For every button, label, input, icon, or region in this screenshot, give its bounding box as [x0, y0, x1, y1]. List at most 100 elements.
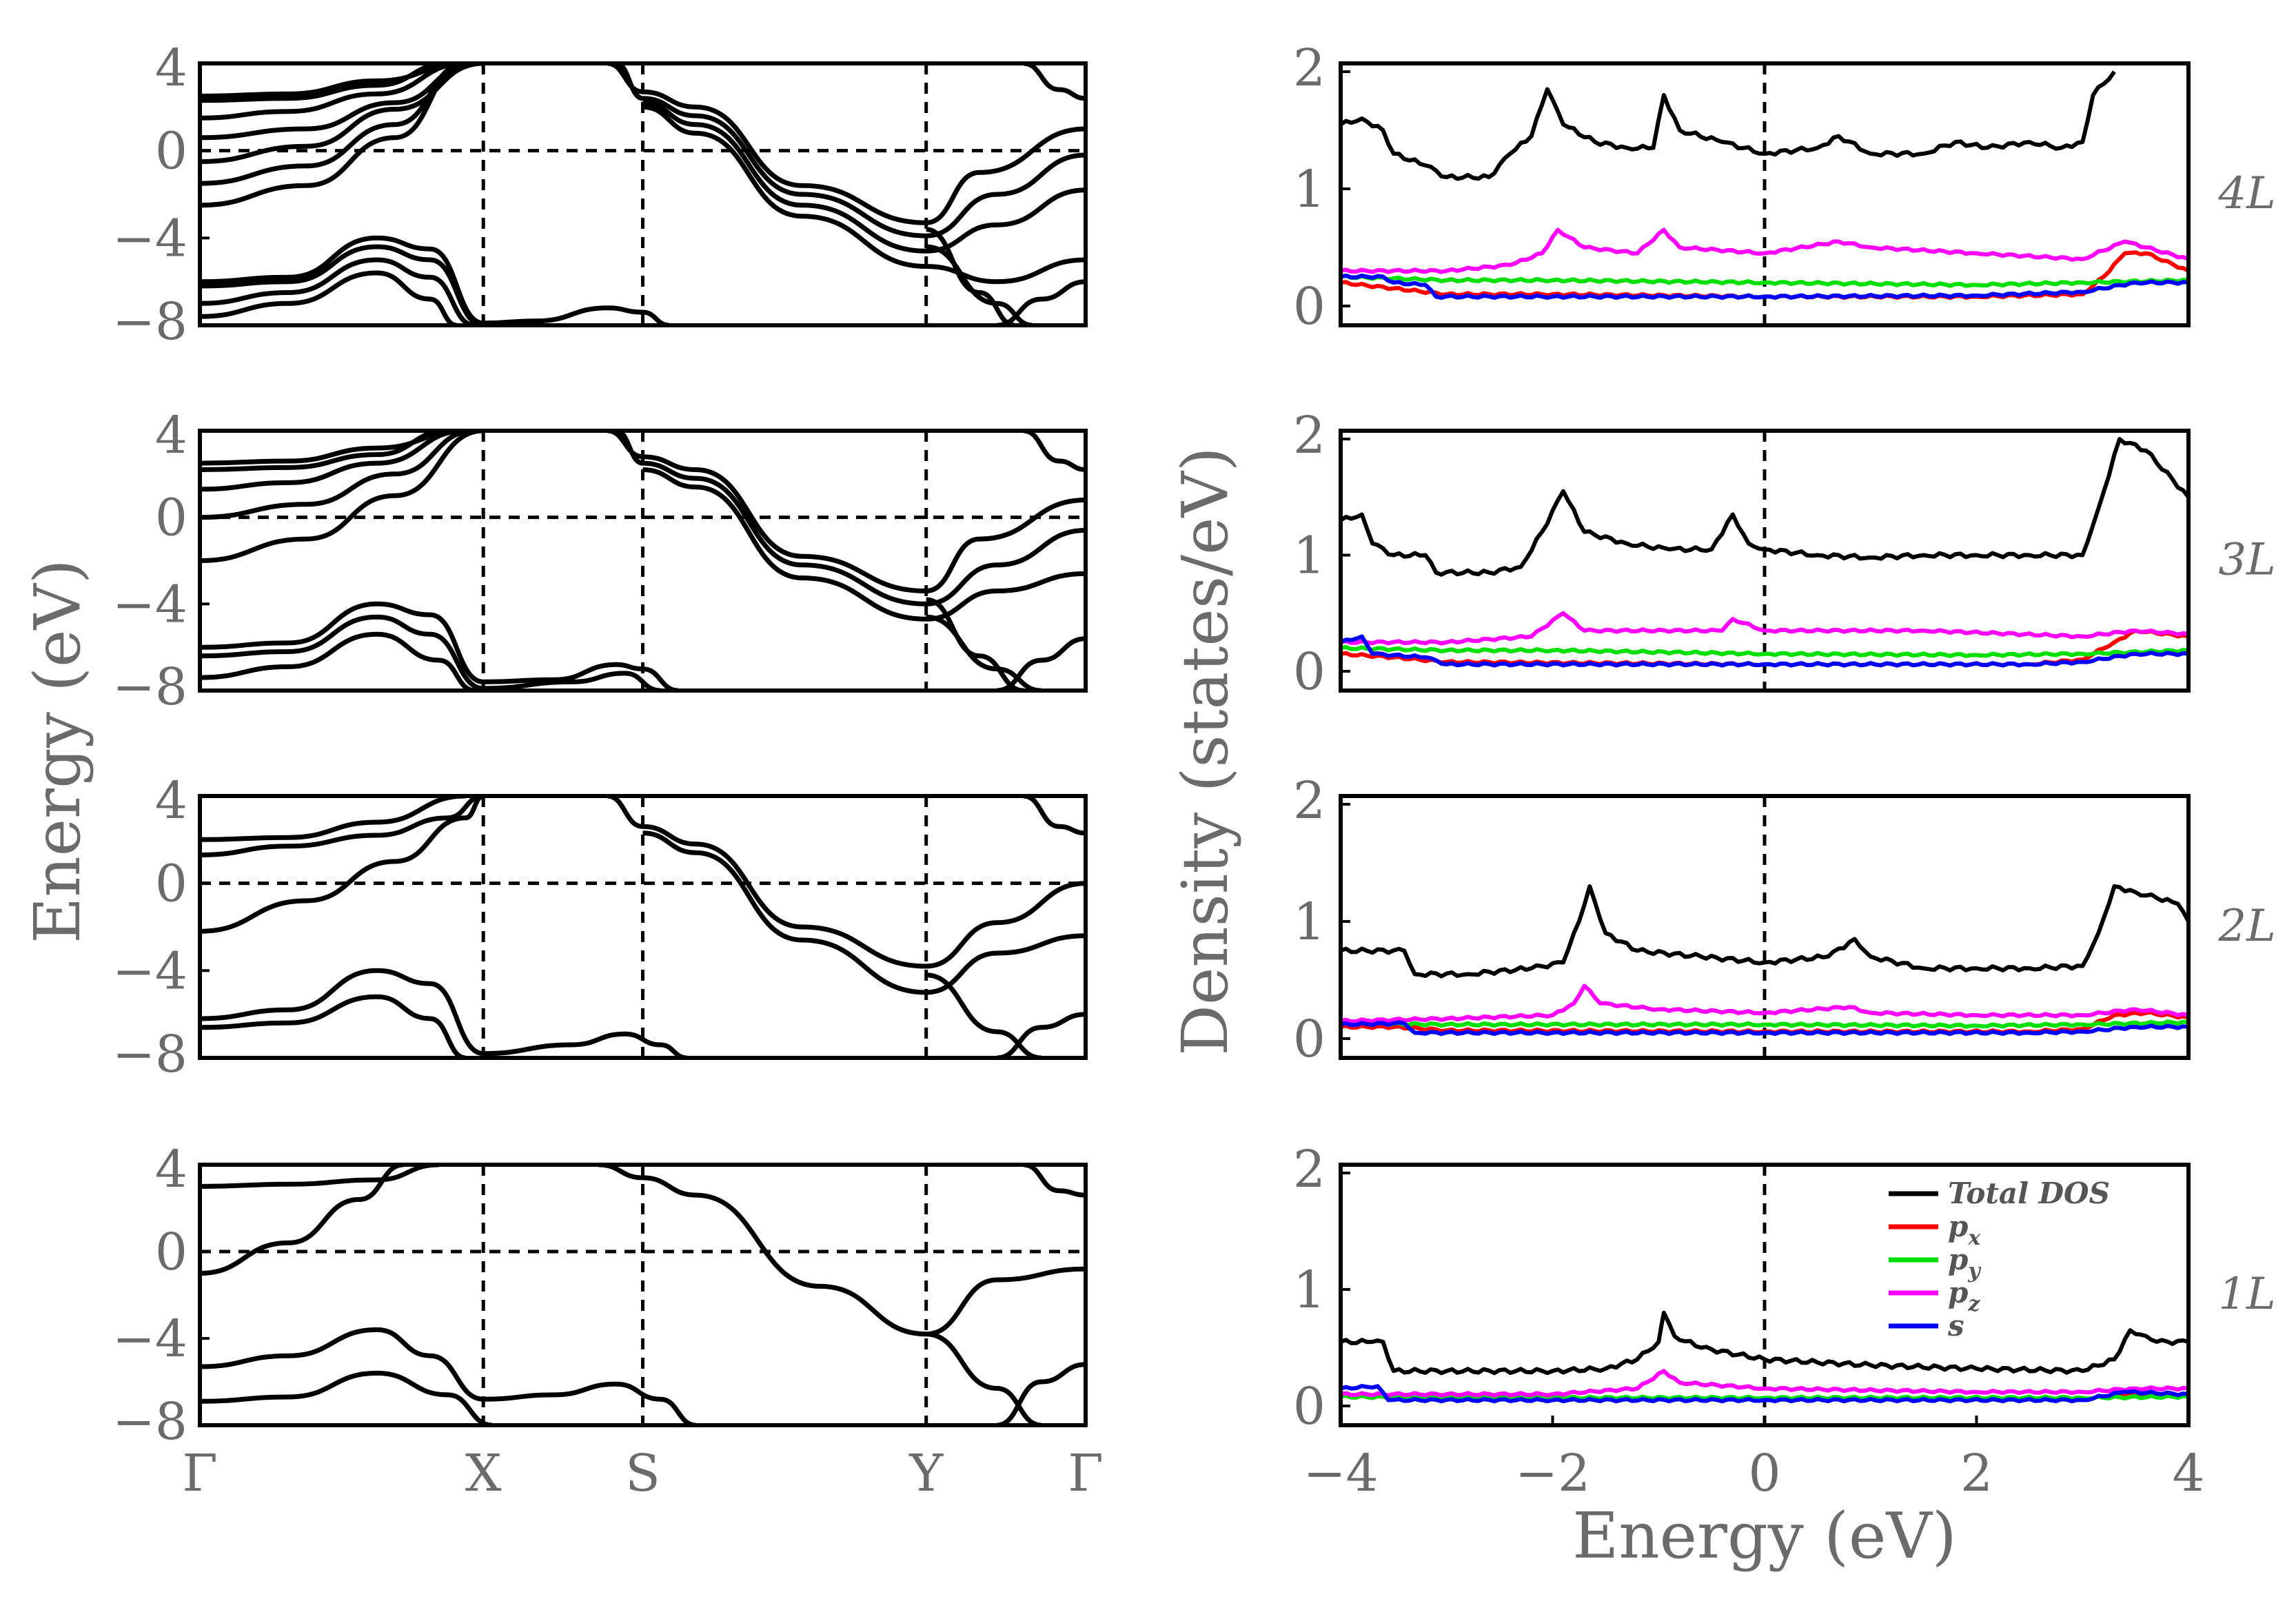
- band-line-1L-0: [200, 1165, 440, 1189]
- dos-series-4L-s: [1341, 273, 2188, 300]
- band-line-1L-5: [926, 1332, 1042, 1425]
- dos-ytick-label: 0: [1293, 1010, 1325, 1069]
- dos-series-1L-pz: [1341, 1369, 2188, 1398]
- band-line-4L-9: [200, 257, 475, 325]
- layer-label-2L: 2L: [2217, 901, 2275, 952]
- band-ytick-label: −4: [112, 941, 187, 1001]
- kpoint-label-S: S: [625, 1444, 660, 1503]
- dos-ytick-label: 0: [1293, 277, 1325, 336]
- band-line-4L-16: [926, 244, 1033, 325]
- dos-frame-4L: [1339, 61, 2191, 327]
- dos-xtick-label: 2: [1960, 1444, 1993, 1503]
- band-line-2L-3: [200, 968, 688, 1058]
- dos-series-2L-total-dos: [1341, 884, 2188, 979]
- band-frame-2L: [198, 794, 1088, 1060]
- layer-label-3L: 3L: [2218, 535, 2275, 586]
- band-panel-2L: 4 0 −4 −8: [112, 771, 1088, 1084]
- band-line-1L-7: [1023, 1165, 1086, 1198]
- dos-panel-3L: 2 1 0 3L: [1293, 406, 2276, 702]
- band-ytick-label: 0: [155, 489, 187, 548]
- layer-label-4L: 4L: [2217, 168, 2275, 219]
- kpoint-label-Y: Y: [908, 1444, 944, 1503]
- band-line-3L-4: [200, 431, 484, 563]
- dos-series-1L-total-dos: [1341, 1310, 2188, 1376]
- band-line-4L-5: [200, 63, 466, 186]
- band-line-2L-5: [607, 796, 1086, 969]
- dos-ytick-label: 1: [1293, 527, 1325, 586]
- band-line-4L-17: [997, 279, 1086, 325]
- dos-series-1L-s: [1341, 1384, 2188, 1404]
- band-ytick-label: −8: [112, 292, 187, 351]
- band-line-3L-10: [642, 467, 1086, 622]
- band-line-1L-6: [997, 1362, 1086, 1425]
- band-line-3L-12: [926, 614, 1042, 691]
- band-line-4L-1: [200, 63, 448, 103]
- band-line-1L-2: [200, 1327, 697, 1425]
- dos-frame-3L: [1339, 429, 2191, 693]
- dos-series-1L-py: [1341, 1394, 2188, 1401]
- band-line-3L-13: [997, 636, 1086, 691]
- band-line-2L-1: [200, 796, 484, 857]
- band-line-2L-2: [200, 796, 485, 934]
- band-line-2L-9: [1023, 796, 1086, 836]
- band-ylabel: Energy (eV): [21, 559, 94, 943]
- dos-xtick-label: −4: [1303, 1444, 1378, 1503]
- band-line-1L-3: [200, 1370, 493, 1425]
- dos-ytick-label: 0: [1293, 642, 1325, 702]
- band-line-3L-9: [616, 431, 1086, 606]
- band-frame-1L: [198, 1163, 1088, 1427]
- dos-ytick-label: 1: [1293, 160, 1325, 219]
- dos-series-4L-total-dos: [1341, 70, 2116, 181]
- dos-series-3L-s: [1341, 634, 2188, 668]
- band-line-3L-14: [1023, 431, 1086, 472]
- dos-ytick-label: 2: [1293, 39, 1325, 98]
- band-ytick-label: 0: [155, 122, 187, 181]
- dos-series-3L-pz: [1341, 611, 2188, 646]
- band-line-4L-11: [607, 63, 1086, 225]
- kpoint-label-Γ: Γ: [182, 1444, 217, 1503]
- dos-ytick-label: 2: [1293, 406, 1325, 465]
- band-ytick-label: −4: [112, 1309, 187, 1369]
- band-line-2L-0: [200, 796, 466, 842]
- band-line-4L-0: [200, 63, 466, 99]
- band-line-4L-13: [642, 100, 1086, 254]
- band-line-1L-4: [598, 1165, 1086, 1337]
- band-line-3L-2: [200, 431, 466, 492]
- band-ytick-label: −8: [112, 657, 187, 717]
- dos-xlabel: Energy (eV): [1572, 1499, 1957, 1573]
- band-ytick-label: 0: [155, 1223, 187, 1282]
- band-ytick-label: −8: [112, 1025, 187, 1084]
- band-line-4L-18: [1023, 63, 1086, 101]
- band-frame-3L: [198, 429, 1088, 693]
- dos-series-2L-s: [1341, 1020, 2188, 1037]
- band-line-4L-8: [200, 244, 484, 325]
- band-line-2L-6: [642, 830, 1086, 995]
- band-line-2L-7: [926, 972, 1042, 1058]
- band-line-1L-1: [200, 1165, 404, 1276]
- band-ytick-label: 4: [155, 406, 187, 465]
- dos-frame-2L: [1339, 794, 2191, 1060]
- band-panel-1L: 40−4−8Γ X S Y Γ: [112, 1140, 1104, 1503]
- band-line-3L-8: [607, 431, 1086, 593]
- band-line-2L-4: [200, 994, 467, 1058]
- dos-series-2L-py: [1341, 1019, 2188, 1029]
- legend-label: Total DOS: [1948, 1176, 2110, 1210]
- dos-xtick-label: −2: [1515, 1444, 1590, 1503]
- legend-label: s: [1947, 1309, 1964, 1343]
- dos-series-4L-py: [1341, 274, 2188, 288]
- dos-xtick-label: 0: [1748, 1444, 1780, 1503]
- band-line-4L-2: [200, 63, 466, 121]
- band-line-3L-11: [926, 597, 1024, 691]
- dos-ylabel: Density (states/eV): [1168, 447, 1242, 1056]
- band-ytick-label: −8: [112, 1392, 187, 1451]
- kpoint-label-Γ: Γ: [1068, 1444, 1103, 1503]
- dos-series-3L-total-dos: [1341, 437, 2188, 577]
- dos-series-2L-pz: [1341, 983, 2188, 1024]
- dos-panel-2L: 2 1 0 2L: [1293, 771, 2276, 1069]
- band-line-3L-5: [200, 601, 679, 691]
- dos-ytick-label: 2: [1293, 1140, 1325, 1199]
- band-ytick-label: 0: [155, 855, 187, 914]
- band-line-3L-1: [200, 431, 448, 472]
